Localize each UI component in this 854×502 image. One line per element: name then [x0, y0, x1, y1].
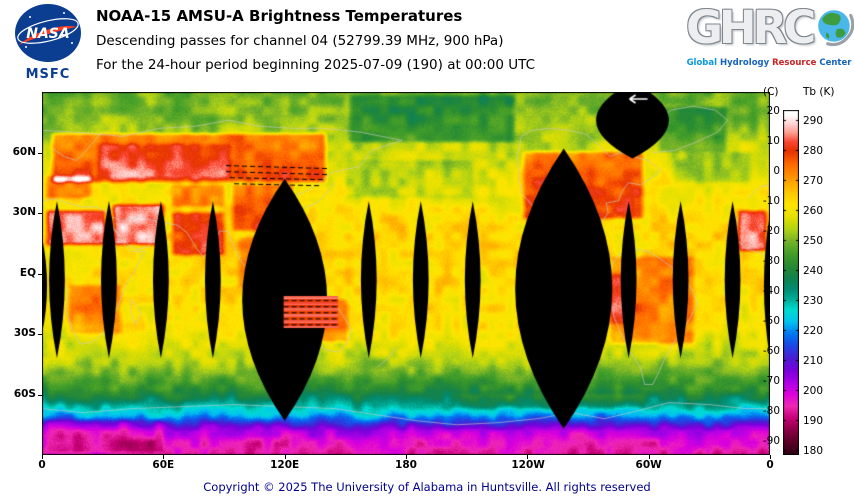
kelvin-tick-label: 290 [803, 114, 824, 127]
lat-tick-label: 60N [12, 145, 36, 158]
lat-tick-label: 30N [12, 206, 36, 218]
lon-axis-tick [406, 455, 407, 459]
lon-axis-tick [648, 455, 650, 459]
ghrc-tagline-word: Global [686, 58, 718, 68]
subtitle-period: For the 24-hour period beginning 2025-07… [96, 57, 536, 73]
lon-tick-label: 60W [635, 459, 662, 471]
nasa-logo-text: NASA [26, 26, 69, 42]
lon-axis-tick [163, 455, 165, 459]
lon-axis-tick [284, 455, 286, 459]
header: NASA MSFC NOAA-15 AMSU-A Brightness Temp… [0, 0, 854, 90]
lat-tick-label: 60S [13, 387, 36, 400]
globe-icon [818, 10, 854, 47]
kelvin-tick-label: 260 [803, 204, 824, 217]
msfc-label: MSFC [25, 67, 71, 82]
lat-tick-label: EQ [19, 266, 36, 279]
kelvin-tick-label: 180 [803, 444, 824, 457]
lon-tick-label: 120E [270, 459, 300, 471]
colorbar-celsius-unit: (C) [763, 86, 779, 98]
copyright-text: Copyright © 2025 The University of Alaba… [203, 480, 651, 494]
lon-tick-label: 0 [38, 459, 46, 471]
kelvin-tick-label: 280 [803, 144, 824, 157]
title-block: NOAA-15 AMSU-A Brightness Temperatures D… [96, 7, 535, 73]
lat-tick-label: 30S [13, 327, 36, 339]
footer: Copyright © 2025 The University of Alaba… [0, 480, 854, 494]
map-canvas [42, 92, 770, 455]
ghrc-tagline: Global Hydrology Resource Center [684, 58, 854, 68]
lon-tick-label: 60E [152, 459, 175, 471]
kelvin-tick-label: 240 [803, 264, 824, 277]
kelvin-tick-label: 200 [803, 384, 824, 397]
kelvin-tick-label: 190 [803, 414, 824, 427]
nasa-meatball-icon: NASA [15, 4, 81, 62]
lon-tick-label: 0 [766, 459, 774, 471]
kelvin-tick-label: 210 [803, 354, 824, 367]
ghrc-tagline-word: Hydrology [717, 58, 770, 68]
lon-axis-tick [527, 455, 529, 459]
ghrc-tagline-word: Center [816, 58, 852, 68]
kelvin-tick-label: 220 [803, 324, 824, 337]
kelvin-tick-label: 250 [803, 234, 824, 247]
ghrc-logo: GHRC Global Hydrology Resource Center [684, 0, 854, 86]
lon-tick-label: 180 [395, 459, 417, 471]
lon-axis-tick [42, 455, 43, 459]
colorbar-gradient [783, 110, 799, 455]
kelvin-tick-label: 270 [803, 174, 824, 187]
lon-axis-tick [770, 455, 771, 459]
subtitle-channel: Descending passes for channel 04 (52799.… [96, 33, 504, 49]
colorbar-kelvin-unit: Tb (K) [803, 86, 835, 98]
ghrc-tagline-word: Resource [769, 58, 817, 68]
ghrc-logo-text: GHRC [686, 1, 816, 54]
nasa-logo: NASA MSFC [10, 3, 86, 82]
lon-tick-label: 120W [511, 459, 545, 471]
page-title: NOAA-15 AMSU-A Brightness Temperatures [96, 7, 463, 25]
kelvin-tick-label: 230 [803, 294, 824, 307]
